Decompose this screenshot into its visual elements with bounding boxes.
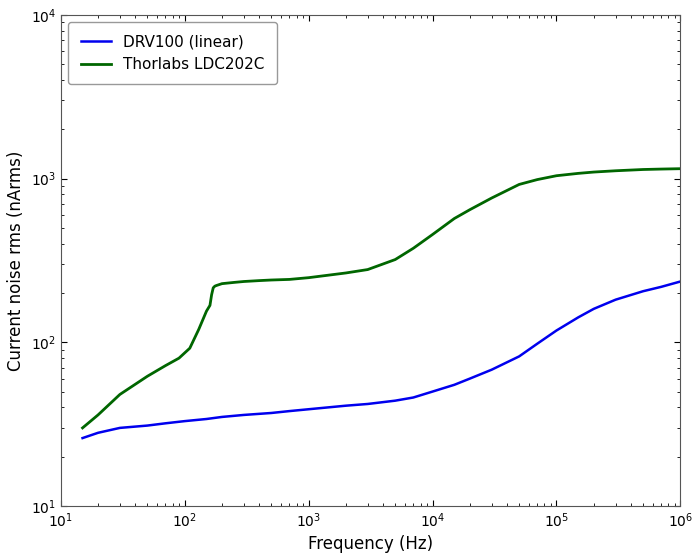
Thorlabs LDC202C [450,215,459,222]
Thorlabs LDC202C [161,362,169,369]
Thorlabs LDC202C [304,274,313,281]
Thorlabs LDC202C [143,373,151,380]
DRV100 (linear) [552,327,561,334]
DRV100 (linear) [676,278,685,285]
Line: DRV100 (linear): DRV100 (linear) [83,282,680,438]
DRV100 (linear) [285,408,293,414]
DRV100 (linear) [116,424,124,431]
Thorlabs LDC202C [94,412,102,418]
Thorlabs LDC202C [206,302,214,309]
Thorlabs LDC202C [211,283,219,290]
DRV100 (linear) [657,283,666,290]
DRV100 (linear) [487,366,496,373]
Thorlabs LDC202C [207,291,216,298]
X-axis label: Frequency (Hz): Frequency (Hz) [308,535,433,553]
Thorlabs LDC202C [533,176,542,183]
Line: Thorlabs LDC202C: Thorlabs LDC202C [83,169,680,428]
DRV100 (linear) [589,306,598,312]
Thorlabs LDC202C [391,256,400,263]
Thorlabs LDC202C [230,279,238,286]
DRV100 (linear) [611,296,620,303]
Thorlabs LDC202C [285,276,293,283]
Thorlabs LDC202C [209,284,218,291]
Thorlabs LDC202C [639,166,648,173]
Thorlabs LDC202C [342,269,350,276]
Thorlabs LDC202C [515,181,524,188]
Thorlabs LDC202C [212,282,220,289]
DRV100 (linear) [161,420,169,427]
DRV100 (linear) [267,409,276,416]
DRV100 (linear) [78,435,87,441]
Thorlabs LDC202C [218,281,226,287]
Thorlabs LDC202C [676,165,685,172]
Thorlabs LDC202C [657,166,666,172]
Thorlabs LDC202C [116,391,124,398]
Thorlabs LDC202C [195,326,203,333]
DRV100 (linear) [342,402,350,409]
Thorlabs LDC202C [428,231,437,238]
Thorlabs LDC202C [363,266,372,273]
Thorlabs LDC202C [466,206,474,213]
DRV100 (linear) [304,406,313,413]
Thorlabs LDC202C [589,169,598,175]
Thorlabs LDC202C [239,278,248,285]
Thorlabs LDC202C [611,167,620,174]
DRV100 (linear) [450,381,459,388]
DRV100 (linear) [143,422,151,429]
DRV100 (linear) [515,353,524,360]
DRV100 (linear) [239,412,248,418]
DRV100 (linear) [202,416,211,422]
Thorlabs LDC202C [409,245,417,251]
Legend: DRV100 (linear), Thorlabs LDC202C: DRV100 (linear), Thorlabs LDC202C [69,22,277,85]
DRV100 (linear) [428,388,437,395]
DRV100 (linear) [466,375,474,382]
DRV100 (linear) [409,394,417,401]
DRV100 (linear) [363,400,372,407]
Thorlabs LDC202C [552,172,561,179]
Thorlabs LDC202C [267,277,276,283]
DRV100 (linear) [574,314,582,321]
Thorlabs LDC202C [186,345,194,352]
Thorlabs LDC202C [175,355,183,362]
Thorlabs LDC202C [574,170,582,177]
Thorlabs LDC202C [202,308,211,315]
Y-axis label: Current noise rms (nArms): Current noise rms (nArms) [7,150,25,371]
DRV100 (linear) [94,430,102,436]
Thorlabs LDC202C [487,195,496,202]
DRV100 (linear) [533,340,542,347]
Thorlabs LDC202C [255,277,263,284]
DRV100 (linear) [218,414,226,421]
DRV100 (linear) [391,397,400,404]
Thorlabs LDC202C [78,424,87,431]
DRV100 (linear) [639,288,648,295]
DRV100 (linear) [181,418,189,424]
